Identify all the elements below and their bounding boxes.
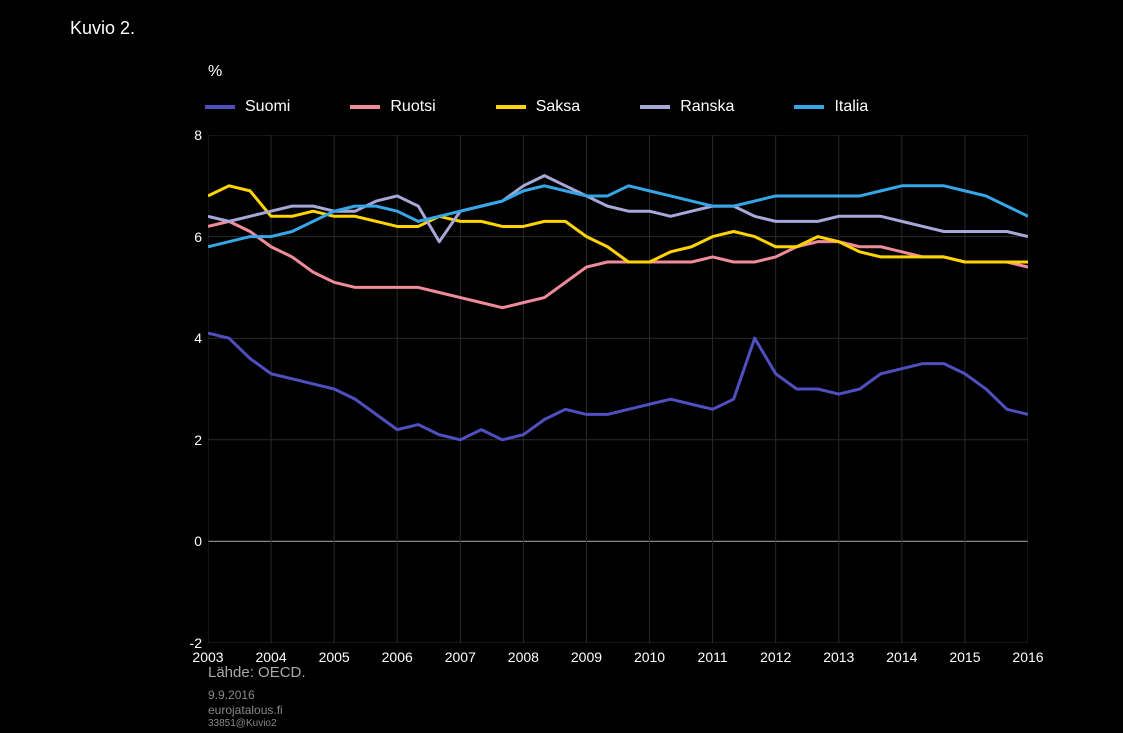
x-tick-label: 2006: [382, 649, 413, 665]
series-line: [208, 186, 1028, 262]
legend-swatch: [640, 105, 670, 109]
legend-item: Saksa: [496, 98, 580, 116]
legend-item: Ranska: [640, 98, 734, 116]
legend-swatch: [350, 105, 380, 109]
x-tick-label: 2008: [508, 649, 539, 665]
legend-label: Italia: [834, 98, 868, 116]
footer-line: 33851@Kuvio2: [208, 718, 283, 731]
x-tick-label: 2011: [698, 649, 728, 665]
x-tick-label: 2004: [255, 649, 286, 665]
x-tick-label: 2007: [445, 649, 476, 665]
chart-title-text: Kuvio 2.: [70, 18, 135, 38]
x-tick-label: 2016: [1012, 649, 1043, 665]
y-tick-label: 0: [178, 533, 202, 549]
legend-swatch: [794, 105, 824, 109]
legend-swatch: [205, 105, 235, 109]
series-line: [208, 221, 1028, 307]
series-line: [208, 333, 1028, 440]
legend-label: Saksa: [536, 98, 580, 116]
footer-line: 9.9.2016: [208, 688, 283, 703]
legend-item: Ruotsi: [350, 98, 435, 116]
x-tick-label: 2009: [571, 649, 602, 665]
x-tick-label: 2013: [823, 649, 854, 665]
footer: 9.9.2016eurojatalous.fi33851@Kuvio2: [208, 688, 283, 731]
legend-label: Suomi: [245, 98, 290, 116]
y-tick-label: 8: [178, 127, 202, 143]
y-tick-label: 6: [178, 229, 202, 245]
legend-label: Ranska: [680, 98, 734, 116]
legend-label: Ruotsi: [390, 98, 435, 116]
x-tick-label: 2012: [760, 649, 791, 665]
legend-item: Suomi: [205, 98, 290, 116]
y-tick-label: -2: [178, 635, 202, 651]
legend-swatch: [496, 105, 526, 109]
x-tick-label: 2010: [634, 649, 665, 665]
x-tick-label: 2014: [886, 649, 917, 665]
y-tick-label: 4: [178, 330, 202, 346]
y-axis-label: %: [208, 63, 222, 81]
source-label: Lähde: OECD.: [208, 664, 306, 681]
y-tick-label: 2: [178, 432, 202, 448]
x-tick-label: 2005: [319, 649, 350, 665]
plot-area: [208, 135, 1028, 643]
chart-title: Kuvio 2.: [70, 18, 135, 39]
x-tick-label: 2003: [192, 649, 223, 665]
legend: Suomi Ruotsi Saksa Ranska Italia: [205, 98, 868, 116]
x-tick-label: 2015: [949, 649, 980, 665]
legend-item: Italia: [794, 98, 868, 116]
source-text: Lähde: OECD.: [208, 664, 306, 681]
footer-line: eurojatalous.fi: [208, 703, 283, 718]
y-axis-label-text: %: [208, 63, 222, 80]
